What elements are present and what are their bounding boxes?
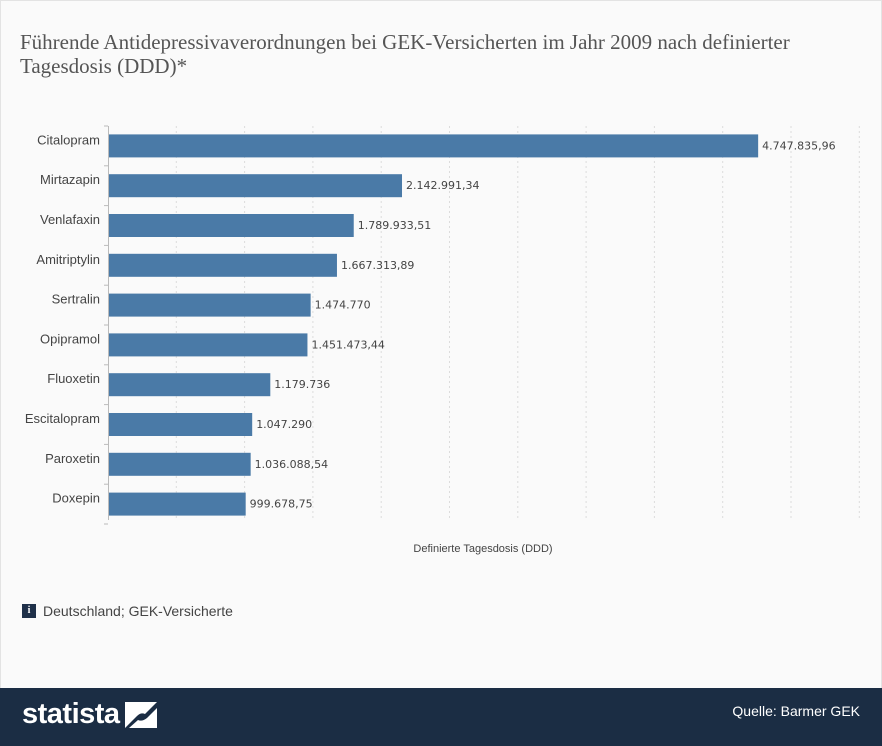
data-label: 1.667.313,89 xyxy=(341,259,414,272)
x-axis-label: Definierte Tagesdosis (DDD) xyxy=(413,543,552,555)
info-note: i Deutschland; GEK-Versicherte xyxy=(22,603,233,619)
bars xyxy=(109,134,759,516)
category-label: Citalopram xyxy=(37,132,100,147)
data-label: 2.142.991,34 xyxy=(406,179,479,192)
data-label: 1.179.736 xyxy=(274,378,330,391)
category-label: Doxepin xyxy=(52,491,100,506)
category-label: Mirtazapin xyxy=(40,172,100,187)
statista-logo-icon xyxy=(124,701,157,728)
logo-text: statista xyxy=(22,698,120,730)
footer: statista Quelle: Barmer GEK xyxy=(0,688,882,746)
statista-logo[interactable]: statista xyxy=(22,698,157,731)
category-label: Venlafaxin xyxy=(40,212,100,227)
y-axis xyxy=(104,125,109,525)
bar[interactable] xyxy=(109,492,246,516)
bar[interactable] xyxy=(109,174,403,198)
source-text: Quelle: Barmer GEK xyxy=(732,703,860,719)
category-label: Paroxetin xyxy=(45,451,100,466)
chart-title: Führende Antidepressivaverordnungen bei … xyxy=(20,30,790,78)
data-label: 1.451.473,44 xyxy=(311,338,384,351)
category-label: Amitriptylin xyxy=(36,252,100,267)
category-label: Sertralin xyxy=(52,292,100,307)
category-label: Escitalopram xyxy=(25,411,100,426)
category-label: Fluoxetin xyxy=(47,371,100,386)
value-labels: 4.747.835,96 2.142.991,34 1.789.933,51 1.66… xyxy=(250,139,836,510)
data-label: 1.789.933,51 xyxy=(358,219,431,232)
data-label: 1.047.290 xyxy=(256,418,312,431)
bar[interactable] xyxy=(109,452,251,476)
category-label: Opipramol xyxy=(40,331,100,346)
bar[interactable] xyxy=(109,293,311,317)
bar[interactable] xyxy=(109,253,337,277)
bar[interactable] xyxy=(109,333,308,357)
data-label: 1.036.088,54 xyxy=(255,458,328,471)
info-text: Deutschland; GEK-Versicherte xyxy=(43,603,233,619)
bar[interactable] xyxy=(109,373,271,397)
data-label: 999.678,75 xyxy=(250,498,313,511)
info-icon[interactable]: i xyxy=(22,604,36,618)
category-labels: Citalopram Mirtazapin Venlafaxin Amitriptyl… xyxy=(25,132,100,505)
bar[interactable] xyxy=(109,134,759,158)
bar[interactable] xyxy=(109,214,354,237)
bar[interactable] xyxy=(109,413,253,436)
data-label: 1.474.770 xyxy=(315,299,371,312)
bar-chart: Citalopram Mirtazapin Venlafaxin Amitriptyl… xyxy=(25,125,860,555)
data-label: 4.747.835,96 xyxy=(762,139,835,152)
